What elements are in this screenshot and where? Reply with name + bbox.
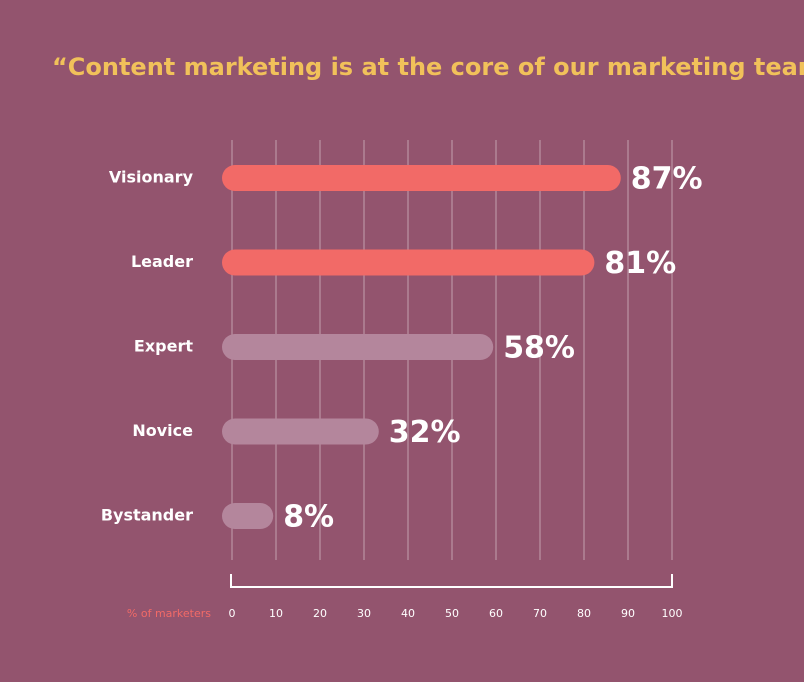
x-tick-label: 100: [662, 607, 683, 620]
value-label: 87%: [631, 162, 703, 197]
category-label: Expert: [134, 337, 193, 356]
x-tick-label: 30: [357, 607, 371, 620]
chart-title: “Content marketing is at the core of our…: [52, 53, 804, 81]
category-label: Visionary: [109, 168, 194, 187]
x-tick-label: 20: [313, 607, 327, 620]
value-label: 58%: [503, 331, 575, 366]
x-tick-label: 0: [229, 607, 236, 620]
value-label: 8%: [283, 500, 334, 535]
x-tick-label: 70: [533, 607, 547, 620]
x-tick-label: 90: [621, 607, 635, 620]
x-tick-label: 40: [401, 607, 415, 620]
x-tick-label: 10: [269, 607, 283, 620]
value-label: 81%: [604, 246, 676, 281]
x-tick-label: 50: [445, 607, 459, 620]
axis-bracket: [230, 574, 673, 588]
category-label: Novice: [132, 421, 193, 440]
bar: [222, 503, 274, 529]
bar: [222, 418, 379, 445]
bar: [222, 249, 595, 276]
bar: [222, 165, 621, 191]
category-label: Bystander: [101, 506, 193, 525]
x-tick-label: 80: [577, 607, 591, 620]
value-label: 32%: [389, 415, 461, 450]
x-tick-label: 60: [489, 607, 503, 620]
category-label: Leader: [131, 252, 193, 271]
x-axis-label: % of marketers: [127, 607, 211, 620]
bar: [222, 334, 494, 360]
